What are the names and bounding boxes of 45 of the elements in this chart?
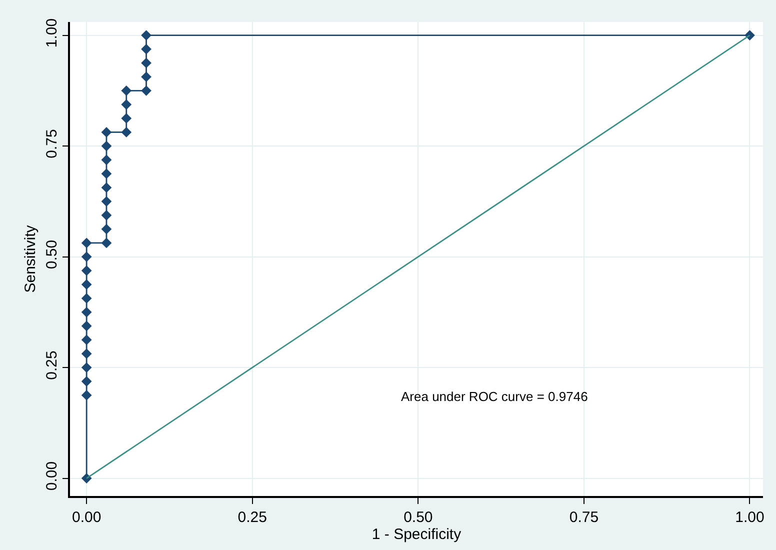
point	[744, 30, 755, 40]
point	[141, 72, 152, 82]
y-tick-label: 0.00	[43, 461, 60, 491]
point	[81, 473, 92, 484]
annotation: Area under ROC curve = 0.9746	[401, 389, 588, 404]
point	[81, 390, 92, 400]
point	[101, 154, 112, 166]
x-tick-label: 0.25	[238, 508, 267, 526]
y-axis-title: Sensitivity	[22, 224, 39, 293]
point	[121, 85, 132, 96]
point	[81, 376, 92, 387]
point	[101, 196, 112, 207]
point	[81, 265, 92, 276]
point	[101, 126, 112, 138]
point	[141, 44, 152, 54]
point	[81, 238, 92, 248]
point	[101, 182, 112, 193]
point	[101, 210, 112, 220]
point	[101, 140, 112, 152]
x-tick-label: 0.00	[72, 508, 102, 526]
point	[101, 224, 112, 234]
point	[81, 293, 92, 304]
y-tick-label: 1.00	[43, 18, 60, 48]
point	[121, 113, 132, 124]
point	[141, 85, 152, 96]
point	[81, 348, 92, 359]
point	[81, 320, 92, 332]
point	[121, 126, 132, 138]
point	[141, 30, 152, 40]
x-axis-title: 1 - Specificity	[372, 526, 462, 543]
point	[81, 362, 92, 373]
point	[81, 279, 92, 290]
point	[141, 58, 152, 68]
point	[81, 306, 92, 318]
y-tick-label: 0.50	[43, 240, 60, 270]
y-tick-label: 0.25	[43, 350, 60, 380]
point	[121, 99, 132, 110]
point	[101, 168, 112, 179]
x-tick-label: 1.00	[735, 508, 764, 526]
point	[81, 252, 92, 262]
x-tick-label: 0.75	[569, 508, 599, 526]
point	[81, 334, 92, 346]
y-tick-label: 0.75	[43, 129, 60, 158]
x-tick-label: 0.50	[404, 508, 433, 526]
point	[101, 238, 112, 248]
